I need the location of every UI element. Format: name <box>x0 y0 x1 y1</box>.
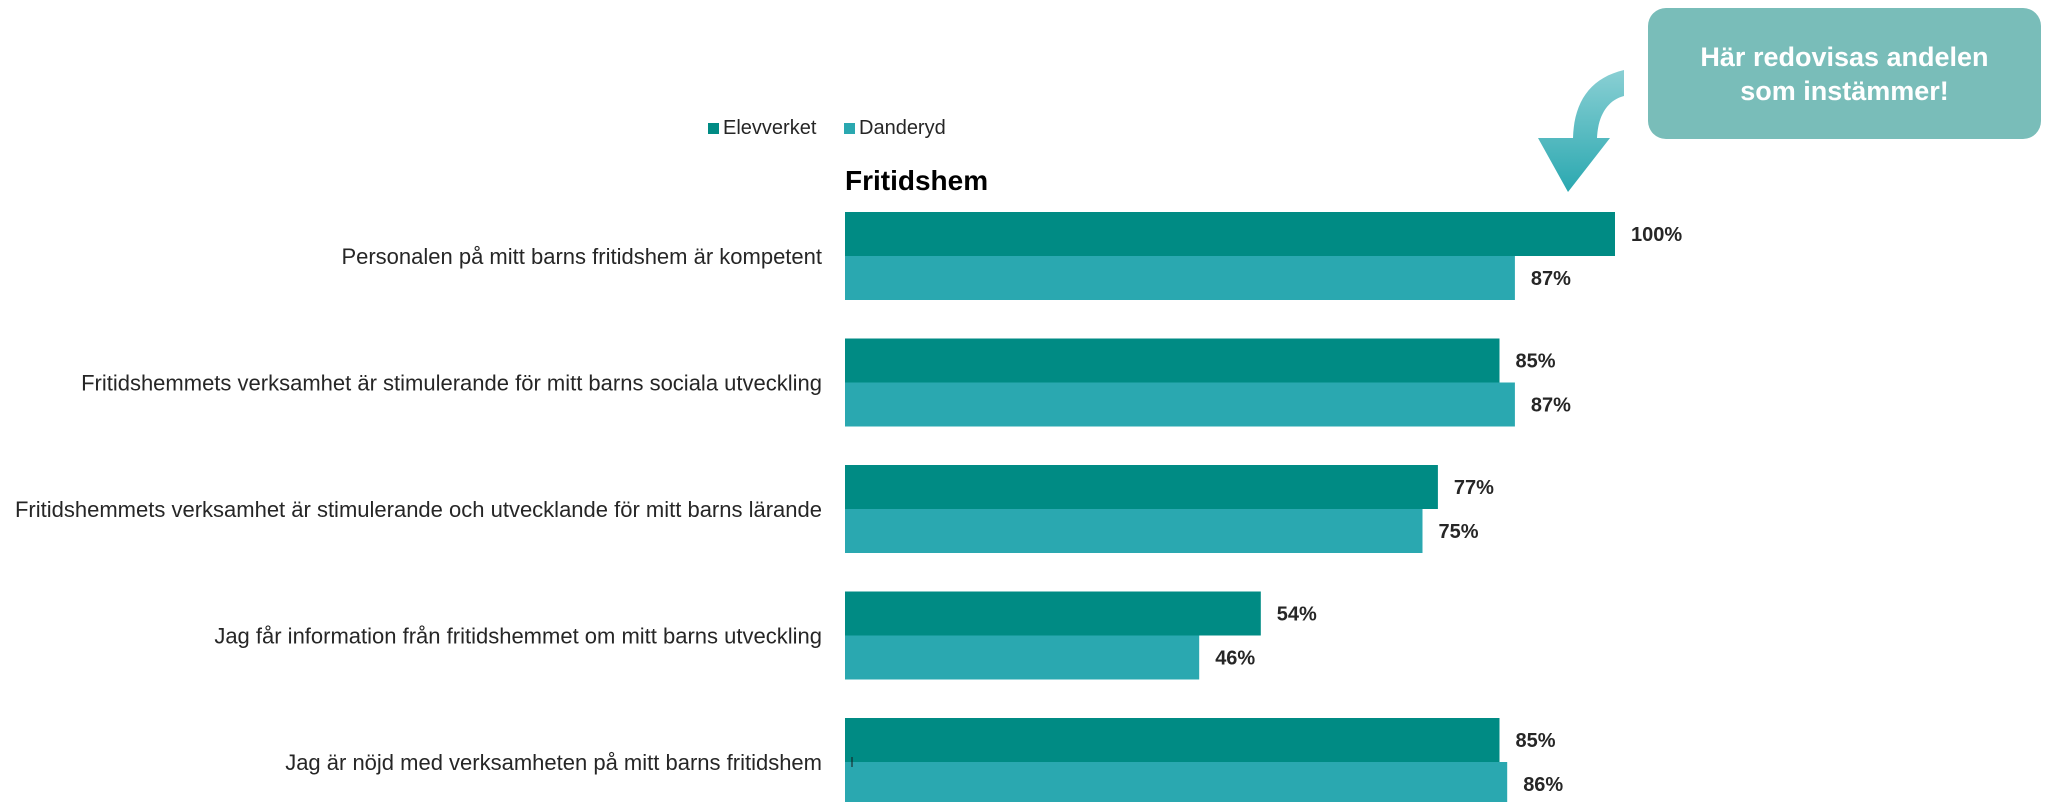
chart-title: Fritidshem <box>845 165 988 196</box>
bar-danderyd-0 <box>845 256 1515 300</box>
value-label-elevverket-2: 77% <box>1454 477 1494 499</box>
callout-text: Här redovisas andelen som instämmer! <box>1700 41 1989 106</box>
value-label-elevverket-3: 54% <box>1277 604 1317 626</box>
value-label-danderyd-0: 87% <box>1531 268 1571 290</box>
value-label-elevverket-1: 85% <box>1516 351 1556 373</box>
value-label-elevverket-0: 100% <box>1631 224 1682 246</box>
category-label-1: Fritidshemmets verksamhet är stimulerand… <box>81 371 822 396</box>
legend-swatch-1 <box>844 123 855 134</box>
legend-swatch-0 <box>708 123 719 134</box>
bar-elevverket-3 <box>845 591 1261 636</box>
bar-danderyd-2 <box>845 509 1423 553</box>
category-label-0: Personalen på mitt barns fritidshem är k… <box>341 244 822 269</box>
bar-elevverket-1 <box>845 338 1500 383</box>
value-label-danderyd-3: 46% <box>1215 648 1255 670</box>
bar-elevverket-2 <box>845 465 1438 509</box>
bar-danderyd-1 <box>845 382 1515 427</box>
bar-danderyd-3 <box>845 635 1200 680</box>
curved-arrow-icon <box>1538 70 1624 192</box>
legend-label-0: Elevverket <box>723 117 817 139</box>
category-label-4: Jag är nöjd med verksamheten på mitt bar… <box>285 750 822 775</box>
category-label-2: Fritidshemmets verksamhet är stimulerand… <box>15 497 822 522</box>
category-label-3: Jag får information från fritidshemmet o… <box>214 624 822 649</box>
value-label-elevverket-4: 85% <box>1516 730 1556 752</box>
legend: Elevverket Danderyd <box>708 117 946 139</box>
bar-elevverket-0 <box>845 212 1615 256</box>
value-label-danderyd-1: 87% <box>1531 395 1571 417</box>
value-label-danderyd-4: 86% <box>1523 774 1563 796</box>
category-labels: Personalen på mitt barns fritidshem är k… <box>15 244 822 775</box>
bar-elevverket-4 <box>845 718 1500 762</box>
value-label-danderyd-2: 75% <box>1439 521 1479 543</box>
callout-box: Här redovisas andelen som instämmer! <box>1648 8 2041 139</box>
bars <box>845 212 1615 802</box>
legend-label-1: Danderyd <box>859 117 946 139</box>
bar-danderyd-4 <box>845 762 1508 802</box>
callout-arrow-icon <box>1538 70 1624 192</box>
value-labels: 100% 87% 85% 87% 77% 75% 54% 46% 85% 86% <box>1215 224 1682 796</box>
